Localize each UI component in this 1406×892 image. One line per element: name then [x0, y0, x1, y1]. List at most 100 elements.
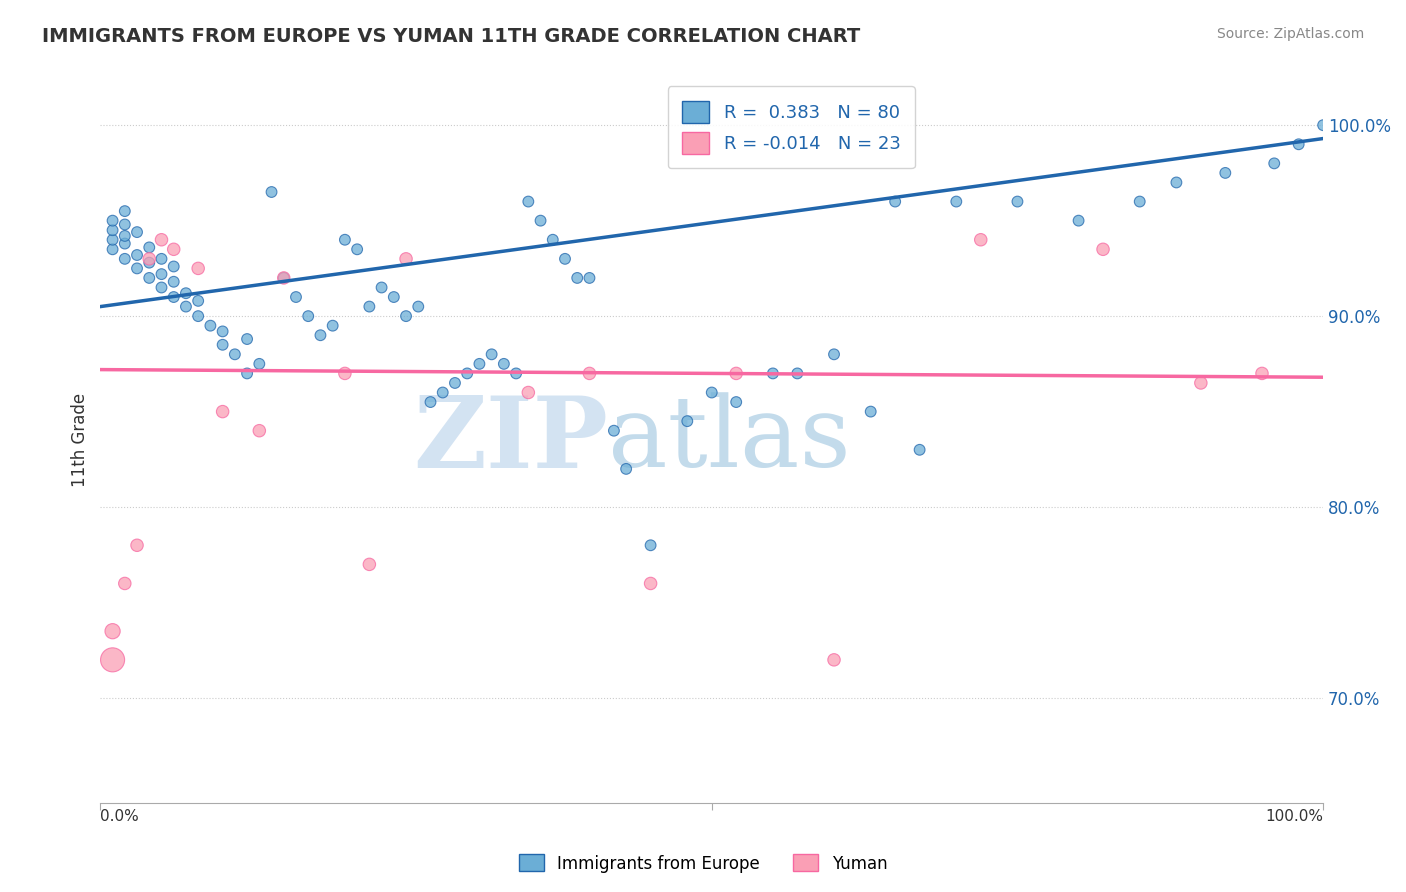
Point [517, 385, 540, 400]
Point [150, 280, 173, 294]
Point [529, 213, 551, 227]
Text: ZIP: ZIP [413, 392, 607, 489]
Point [945, 194, 967, 209]
Point [297, 309, 319, 323]
Point [247, 357, 270, 371]
Point [578, 271, 600, 285]
Legend: R =  0.383   N = 80, R = -0.014   N = 23: R = 0.383 N = 80, R = -0.014 N = 23 [668, 87, 915, 169]
Point [884, 194, 907, 209]
Point [1067, 213, 1090, 227]
Point [187, 309, 209, 323]
Point [1251, 367, 1274, 381]
Point [187, 261, 209, 276]
Point [114, 252, 136, 266]
Point [432, 385, 454, 400]
Point [101, 242, 124, 256]
Point [859, 404, 882, 418]
Point [150, 267, 173, 281]
Point [211, 338, 233, 352]
Point [567, 271, 589, 285]
Point [406, 300, 429, 314]
Point [101, 653, 124, 667]
Point [762, 367, 785, 381]
Point [174, 300, 197, 314]
Y-axis label: 11th Grade: 11th Grade [72, 393, 89, 487]
Point [138, 240, 160, 254]
Point [163, 260, 186, 274]
Point [725, 395, 748, 409]
Point [970, 233, 993, 247]
Point [125, 261, 148, 276]
Point [101, 233, 124, 247]
Point [603, 424, 626, 438]
Point [1288, 137, 1310, 152]
Point [236, 367, 259, 381]
Point [346, 242, 368, 256]
Point [163, 290, 186, 304]
Point [517, 194, 540, 209]
Point [640, 538, 662, 552]
Point [640, 576, 662, 591]
Point [163, 275, 186, 289]
Point [395, 309, 418, 323]
Point [541, 233, 564, 247]
Point [492, 357, 515, 371]
Point [114, 236, 136, 251]
Point [236, 332, 259, 346]
Point [1189, 376, 1212, 390]
Point [1007, 194, 1029, 209]
Point [505, 367, 527, 381]
Point [614, 462, 637, 476]
Point [333, 367, 356, 381]
Text: IMMIGRANTS FROM EUROPE VS YUMAN 11TH GRADE CORRELATION CHART: IMMIGRANTS FROM EUROPE VS YUMAN 11TH GRA… [42, 27, 860, 45]
Point [114, 204, 136, 219]
Point [211, 325, 233, 339]
Point [1092, 242, 1115, 256]
Point [101, 213, 124, 227]
Point [700, 385, 723, 400]
Legend: Immigrants from Europe, Yuman: Immigrants from Europe, Yuman [512, 847, 894, 880]
Point [554, 252, 576, 266]
Point [174, 286, 197, 301]
Point [150, 252, 173, 266]
Point [211, 404, 233, 418]
Text: 100.0%: 100.0% [1265, 809, 1323, 824]
Point [138, 255, 160, 269]
Point [456, 367, 478, 381]
Point [101, 223, 124, 237]
Point [125, 248, 148, 262]
Point [468, 357, 491, 371]
Point [395, 252, 418, 266]
Point [125, 538, 148, 552]
Point [150, 233, 173, 247]
Point [359, 300, 381, 314]
Point [725, 367, 748, 381]
Point [908, 442, 931, 457]
Point [260, 185, 283, 199]
Point [676, 414, 699, 428]
Point [138, 271, 160, 285]
Point [187, 293, 209, 308]
Point [224, 347, 246, 361]
Point [823, 653, 845, 667]
Point [481, 347, 503, 361]
Text: Source: ZipAtlas.com: Source: ZipAtlas.com [1216, 27, 1364, 41]
Point [333, 233, 356, 247]
Point [1166, 176, 1188, 190]
Point [273, 271, 295, 285]
Point [200, 318, 222, 333]
Point [823, 347, 845, 361]
Point [370, 280, 392, 294]
Text: 0.0%: 0.0% [100, 809, 139, 824]
Point [1129, 194, 1152, 209]
Point [285, 290, 308, 304]
Point [309, 328, 332, 343]
Point [1213, 166, 1236, 180]
Point [114, 228, 136, 243]
Point [163, 242, 186, 256]
Point [273, 271, 295, 285]
Point [114, 576, 136, 591]
Point [578, 367, 600, 381]
Point [322, 318, 344, 333]
Point [419, 395, 441, 409]
